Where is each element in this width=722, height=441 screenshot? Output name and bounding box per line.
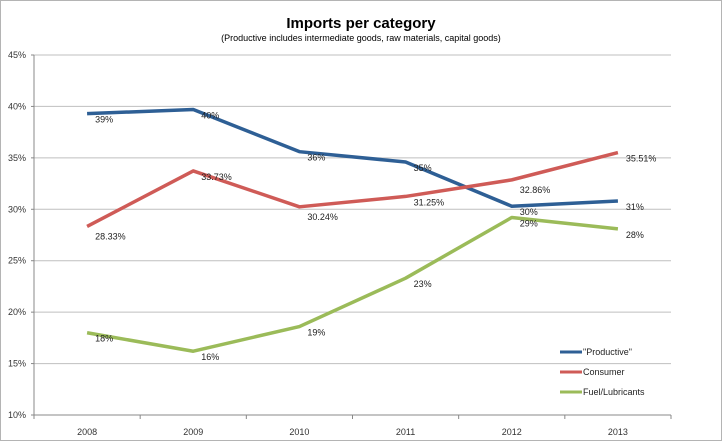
data-label: 28% xyxy=(626,230,644,240)
series-line xyxy=(86,150,619,229)
data-label: 19% xyxy=(307,328,325,338)
data-label: 35% xyxy=(414,163,432,173)
data-label: 30% xyxy=(520,207,538,217)
data-label: 31% xyxy=(626,202,644,212)
y-tick-label: 25% xyxy=(8,256,26,266)
data-label: 36% xyxy=(307,153,325,163)
chart-subtitle: (Productive includes intermediate goods,… xyxy=(221,33,501,43)
legend-label: "Productive" xyxy=(583,347,632,357)
data-label: 30.24% xyxy=(307,212,338,222)
x-tick-label: 2008 xyxy=(77,427,97,437)
data-label: 23% xyxy=(414,279,432,289)
x-tick-label: 2013 xyxy=(608,427,628,437)
series-line xyxy=(86,215,619,353)
y-tick-label: 30% xyxy=(8,204,26,214)
data-label: 18% xyxy=(95,334,113,344)
x-tick-label: 2012 xyxy=(502,427,522,437)
y-tick-label: 35% xyxy=(8,153,26,163)
data-label: 33.73% xyxy=(201,172,232,182)
y-tick-label: 10% xyxy=(8,410,26,420)
chart-title: Imports per category xyxy=(286,15,436,32)
data-label: 40% xyxy=(201,111,219,121)
y-tick-label: 15% xyxy=(8,359,26,369)
data-label: 32.86% xyxy=(520,185,551,195)
data-label: 39% xyxy=(95,115,113,125)
data-label: 29% xyxy=(520,219,538,229)
data-label: 28.33% xyxy=(95,231,126,241)
data-label: 31.25% xyxy=(414,197,445,207)
data-label: 35.51% xyxy=(626,154,657,164)
y-tick-label: 45% xyxy=(8,50,26,60)
legend-label: Fuel/Lubricants xyxy=(583,387,645,397)
series-line xyxy=(87,107,619,208)
legend-label: Consumer xyxy=(583,367,625,377)
y-tick-label: 40% xyxy=(8,101,26,111)
y-tick-label: 20% xyxy=(8,307,26,317)
x-tick-label: 2009 xyxy=(183,427,203,437)
data-label: 16% xyxy=(201,352,219,362)
x-tick-label: 2010 xyxy=(289,427,309,437)
x-tick-label: 2011 xyxy=(396,427,415,437)
